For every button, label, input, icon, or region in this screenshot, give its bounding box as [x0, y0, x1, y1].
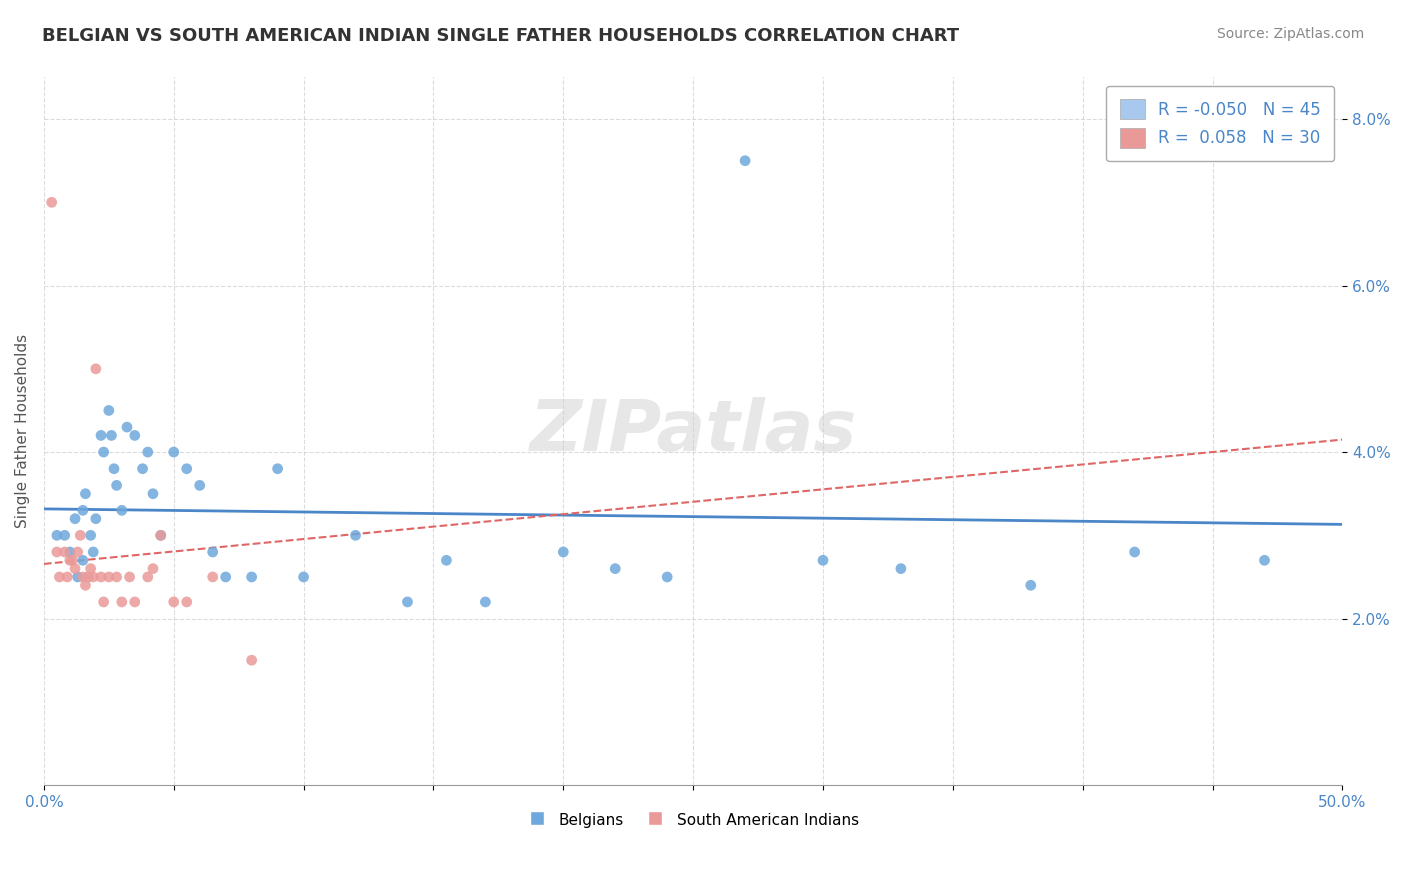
- Point: [82, 545, 104, 559]
- Point: [163, 445, 186, 459]
- Point: [79, 561, 101, 575]
- Point: [118, 570, 141, 584]
- Point: [77, 570, 100, 584]
- Point: [142, 561, 165, 575]
- Point: [72, 553, 94, 567]
- Point: [48, 570, 70, 584]
- Point: [100, 428, 122, 442]
- Point: [344, 528, 367, 542]
- Point: [59, 545, 82, 559]
- Point: [66, 545, 89, 559]
- Text: Source: ZipAtlas.com: Source: ZipAtlas.com: [1216, 27, 1364, 41]
- Point: [115, 420, 138, 434]
- Point: [811, 553, 834, 567]
- Point: [188, 478, 211, 492]
- Point: [734, 153, 756, 168]
- Point: [657, 570, 679, 584]
- Point: [201, 545, 224, 559]
- Point: [136, 570, 159, 584]
- Point: [240, 570, 263, 584]
- Text: ZIPatlas: ZIPatlas: [530, 397, 856, 466]
- Point: [45, 545, 67, 559]
- Point: [63, 511, 86, 525]
- Point: [124, 595, 146, 609]
- Point: [56, 570, 79, 584]
- Point: [111, 595, 134, 609]
- Point: [66, 570, 89, 584]
- Point: [93, 445, 115, 459]
- Point: [45, 528, 67, 542]
- Point: [111, 503, 134, 517]
- Point: [553, 545, 575, 559]
- Point: [1253, 553, 1275, 567]
- Point: [75, 578, 97, 592]
- Point: [75, 486, 97, 500]
- Point: [124, 428, 146, 442]
- Point: [105, 570, 128, 584]
- Point: [1019, 578, 1042, 592]
- Point: [176, 461, 198, 475]
- Point: [215, 570, 238, 584]
- Point: [149, 528, 172, 542]
- Point: [1123, 545, 1146, 559]
- Point: [176, 595, 198, 609]
- Point: [63, 561, 86, 575]
- Point: [149, 528, 172, 542]
- Point: [53, 545, 76, 559]
- Point: [84, 361, 107, 376]
- Point: [396, 595, 419, 609]
- Point: [97, 403, 120, 417]
- Point: [59, 553, 82, 567]
- Point: [105, 478, 128, 492]
- Legend: Belgians, South American Indians: Belgians, South American Indians: [522, 805, 865, 834]
- Point: [201, 570, 224, 584]
- Point: [136, 445, 159, 459]
- Point: [266, 461, 288, 475]
- Point: [72, 503, 94, 517]
- Point: [79, 528, 101, 542]
- Point: [69, 528, 91, 542]
- Point: [240, 653, 263, 667]
- Point: [605, 561, 627, 575]
- Point: [82, 570, 104, 584]
- Point: [292, 570, 315, 584]
- Point: [53, 528, 76, 542]
- Point: [890, 561, 912, 575]
- Point: [84, 511, 107, 525]
- Point: [436, 553, 458, 567]
- Point: [474, 595, 496, 609]
- Point: [90, 570, 112, 584]
- Point: [93, 595, 115, 609]
- Point: [142, 486, 165, 500]
- Point: [72, 570, 94, 584]
- Point: [103, 461, 125, 475]
- Point: [163, 595, 186, 609]
- Point: [131, 461, 153, 475]
- Text: BELGIAN VS SOUTH AMERICAN INDIAN SINGLE FATHER HOUSEHOLDS CORRELATION CHART: BELGIAN VS SOUTH AMERICAN INDIAN SINGLE …: [42, 27, 959, 45]
- Point: [41, 195, 63, 210]
- Point: [97, 570, 120, 584]
- Y-axis label: Single Father Households: Single Father Households: [15, 334, 30, 528]
- Point: [90, 428, 112, 442]
- Point: [62, 553, 84, 567]
